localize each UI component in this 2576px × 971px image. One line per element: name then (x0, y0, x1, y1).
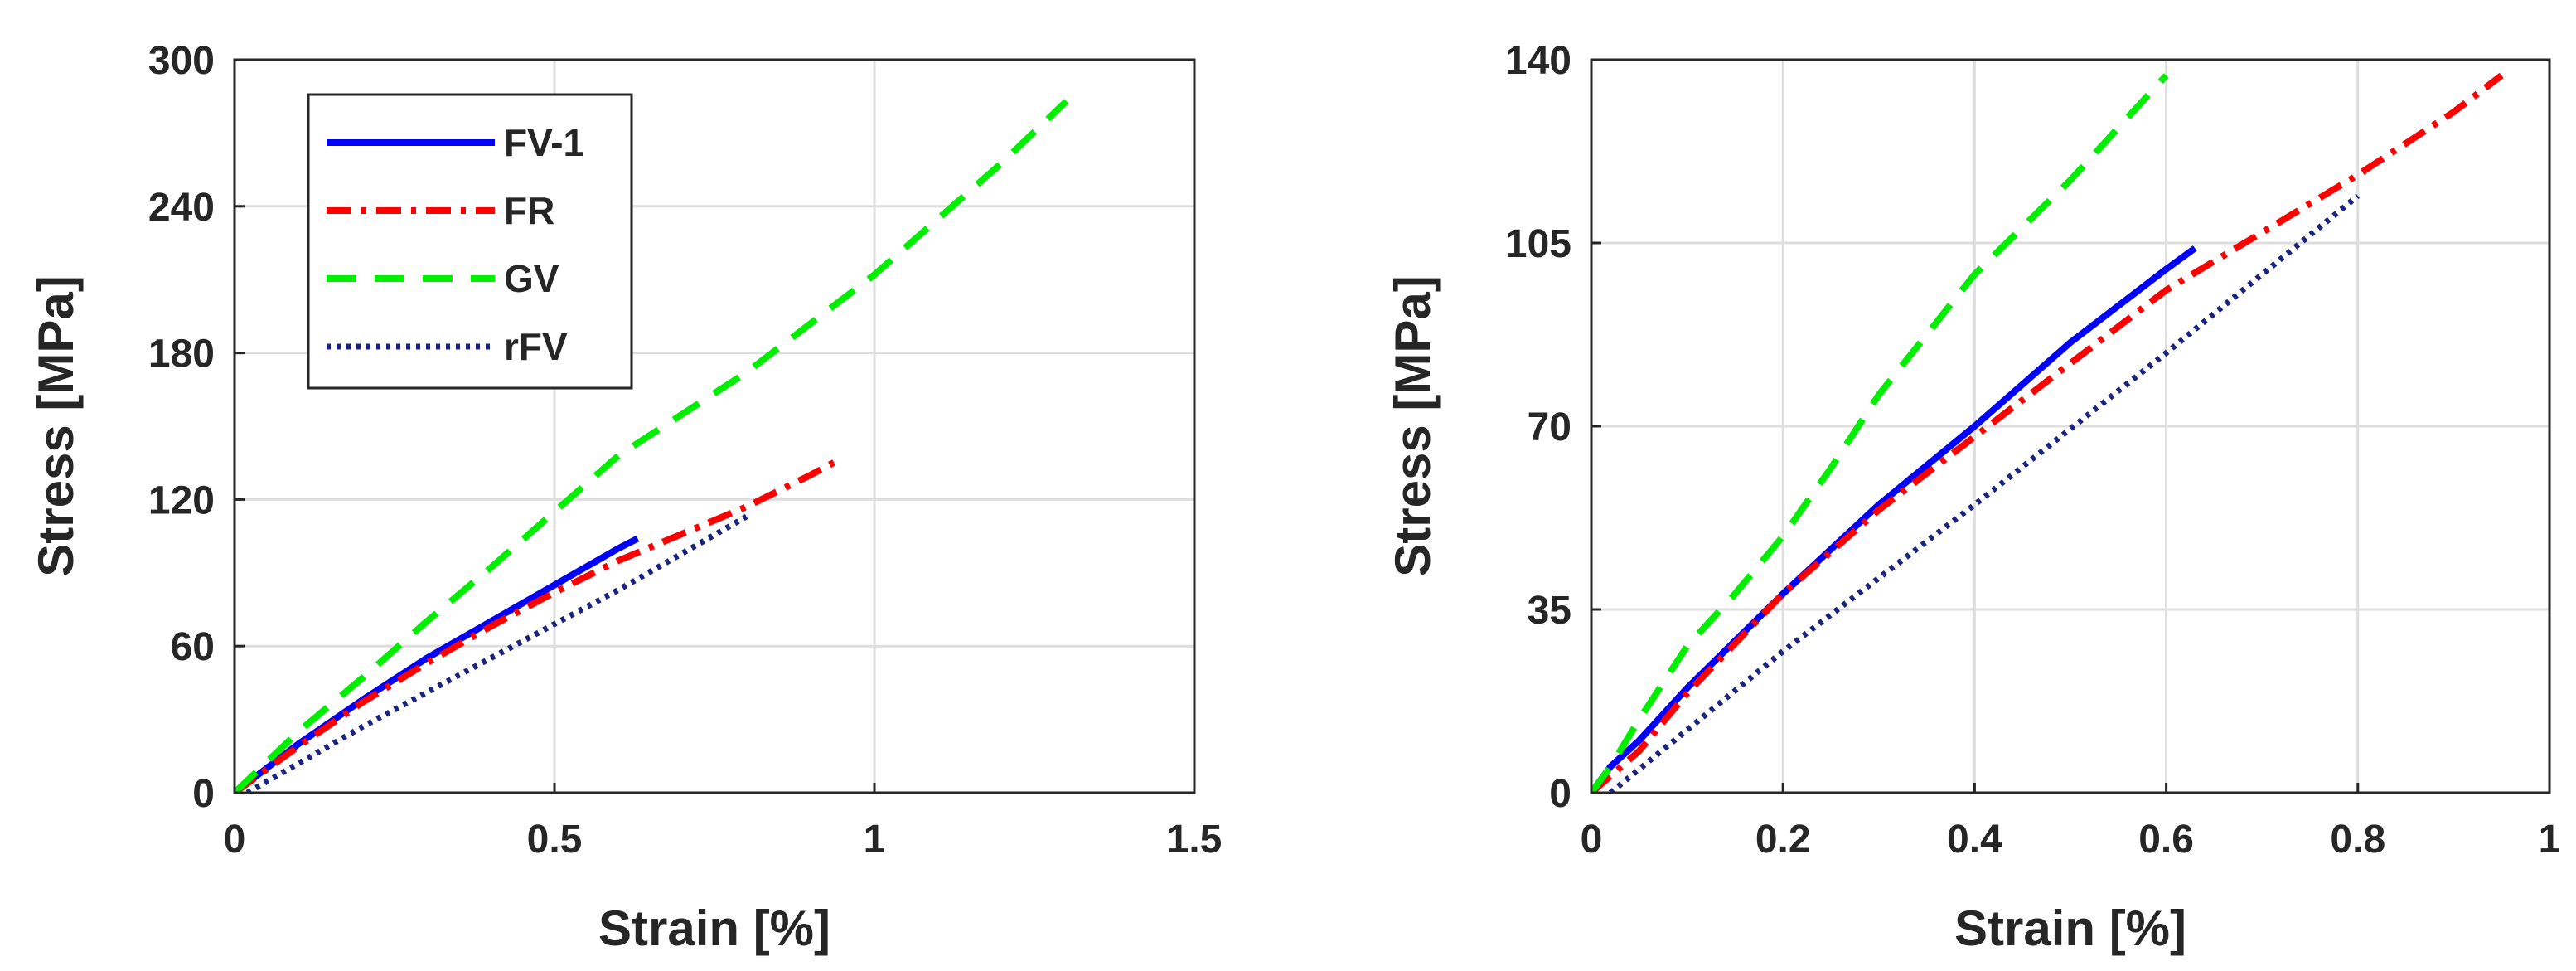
series-group (1591, 72, 2504, 793)
y-tick-label: 180 (148, 333, 215, 376)
legend-label: GV (504, 257, 559, 300)
y-tick-label: 60 (171, 625, 215, 669)
y-axis-title: Stress [MPa] (28, 275, 84, 576)
y-axis-title: Stress [MPa] (1385, 275, 1441, 576)
y-tick-label: 140 (1505, 39, 1571, 83)
chart-1: 0 0.5 1 1.5 0 60 120 180 240 300 Strain [%] Stress … (28, 39, 1222, 956)
y-tick-label: 300 (148, 39, 215, 83)
x-tick-label: 1.5 (1167, 818, 1223, 862)
chart-2: 0 0.2 0.4 0.6 0.8 1 0 35 70 105 140 Strain [%] Stres… (1385, 39, 2560, 956)
y-tick-label: 35 (1528, 589, 1571, 633)
x-tick-label: 0.8 (2330, 818, 2385, 862)
x-tick-label: 0.6 (2138, 818, 2194, 862)
x-axis-title: Strain [%] (1954, 901, 2186, 956)
x-tick-label: 0.5 (527, 818, 583, 862)
x-tick-label: 0 (224, 818, 246, 862)
legend: FV-1 FR GV rFV (307, 93, 633, 390)
legend-label: rFV (504, 325, 568, 368)
y-tick-label: 0 (1549, 772, 1571, 816)
y-tick-label: 105 (1505, 222, 1571, 266)
legend-label: FR (504, 189, 554, 232)
x-tick-label: 0.4 (1947, 818, 2002, 862)
series-line-gv (235, 99, 1069, 793)
series-line-fr (235, 454, 845, 793)
legend-label: FV-1 (504, 121, 584, 164)
series-line-gv (1591, 73, 2169, 793)
series-line-fr (1591, 72, 2504, 793)
x-tick-label: 1 (864, 818, 886, 862)
series-group (235, 99, 1069, 793)
y-tick-label: 0 (192, 772, 215, 816)
series-line-fv-1 (1591, 245, 2197, 793)
x-tick-label: 1 (2539, 818, 2561, 862)
x-tick-label: 0.2 (1755, 818, 1811, 862)
y-tick-label: 120 (148, 478, 215, 522)
axes-frame (233, 58, 1196, 794)
y-tick-label: 70 (1528, 405, 1571, 449)
x-tick-label: 0 (1581, 818, 1603, 862)
x-axis-title: Strain [%] (598, 901, 830, 956)
y-tick-label: 240 (148, 186, 215, 230)
